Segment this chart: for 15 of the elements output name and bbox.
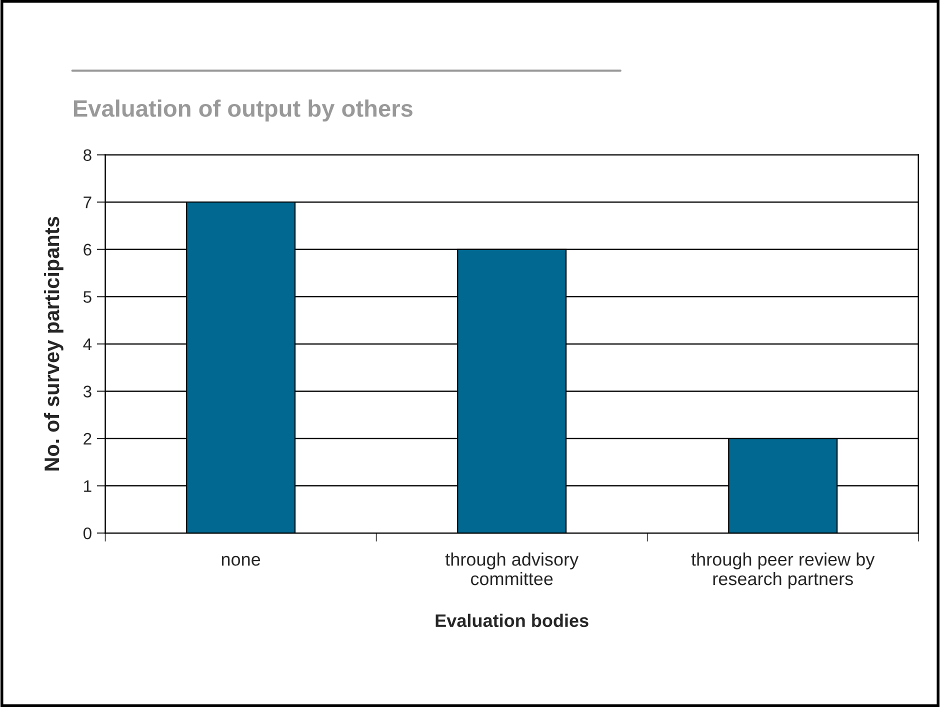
- y-tick-label: 1: [84, 480, 92, 492]
- x-tick-label: through advisory committee: [445, 552, 579, 586]
- y-tick-label: 0: [83, 527, 92, 540]
- y-tick-label: 2: [84, 432, 92, 445]
- x-tick-label: through peer review by research partners: [691, 552, 875, 589]
- y-tick-label: 5: [83, 291, 92, 303]
- y-axis-title: No. of survey participants: [44, 216, 64, 470]
- y-tick-label: 7: [84, 196, 92, 208]
- y-tick-label: 3: [83, 386, 92, 398]
- chart-title: Evaluation of output by others: [74, 100, 412, 122]
- y-tick-label: 6: [84, 244, 92, 256]
- x-axis-title: Evaluation bodies: [436, 614, 588, 628]
- y-tick-label: 8: [84, 149, 92, 162]
- x-tick-label: none: [222, 556, 260, 566]
- y-tick-label: 4: [83, 338, 92, 350]
